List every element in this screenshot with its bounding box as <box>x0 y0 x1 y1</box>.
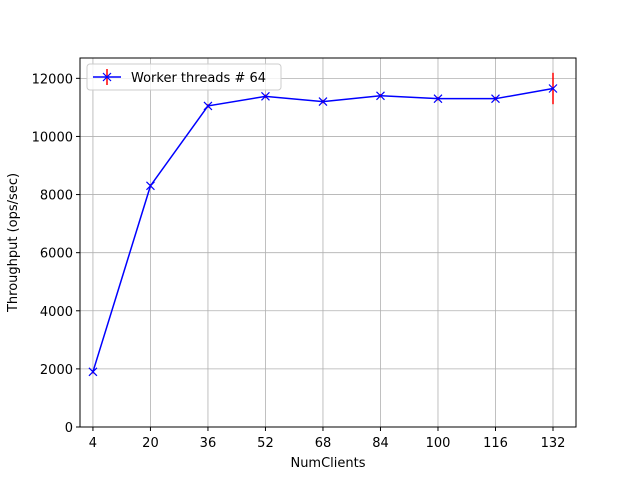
x-tick-label: 52 <box>257 436 274 451</box>
x-tick-label: 132 <box>541 436 566 451</box>
marker-stroke <box>548 84 558 93</box>
x-tick-label: 20 <box>142 436 159 451</box>
data-point-marker <box>88 367 98 377</box>
data-point-marker <box>318 97 328 107</box>
data-point-marker <box>261 91 270 101</box>
grid <box>80 58 576 428</box>
marker-stroke <box>491 94 500 104</box>
plot-frame <box>79 57 577 428</box>
data-point-marker <box>146 181 155 191</box>
marker-stroke <box>261 91 270 101</box>
marker-stroke <box>318 97 328 107</box>
legend-box <box>86 63 282 91</box>
data-point-marker <box>376 91 385 101</box>
series-worker-threads <box>88 72 558 377</box>
x-tick-label: 100 <box>426 436 451 451</box>
x-axis-label: NumClients <box>290 456 365 471</box>
y-tick-label: 2000 <box>40 363 73 378</box>
y-tick-label: 12000 <box>32 72 73 87</box>
y-tick-label: 10000 <box>32 130 73 145</box>
legend-label: Worker threads # 64 <box>131 71 266 86</box>
x-tick-label: 4 <box>89 436 97 451</box>
data-point-marker <box>203 101 213 111</box>
marker-stroke <box>203 101 213 111</box>
data-point-marker <box>433 94 443 104</box>
x-tick-label: 68 <box>315 436 332 451</box>
legend: Worker threads # 64 <box>86 63 282 91</box>
data-point-marker <box>491 94 500 104</box>
data-point-marker <box>548 84 558 93</box>
y-tick-label: 6000 <box>40 247 73 262</box>
legend-marker <box>102 72 112 82</box>
x-tick-label: 36 <box>200 436 217 451</box>
y-axis-label: Throughput (ops/sec) <box>6 173 21 313</box>
y-tick-label: 4000 <box>40 305 73 320</box>
y-tick-label: 8000 <box>40 189 73 204</box>
x-tick-label: 84 <box>372 436 389 451</box>
marker-stroke <box>376 91 385 101</box>
marker-stroke <box>88 367 98 377</box>
marker-stroke <box>433 94 443 104</box>
marker-stroke <box>146 181 155 191</box>
x-tick-label: 116 <box>483 436 508 451</box>
legend-swatch <box>93 69 121 85</box>
axis-ticks: 4 20 36 52 68 84 100 116 132 0 2000 4000 6000 8000 100… <box>32 72 566 451</box>
y-tick-label: 0 <box>65 421 73 436</box>
